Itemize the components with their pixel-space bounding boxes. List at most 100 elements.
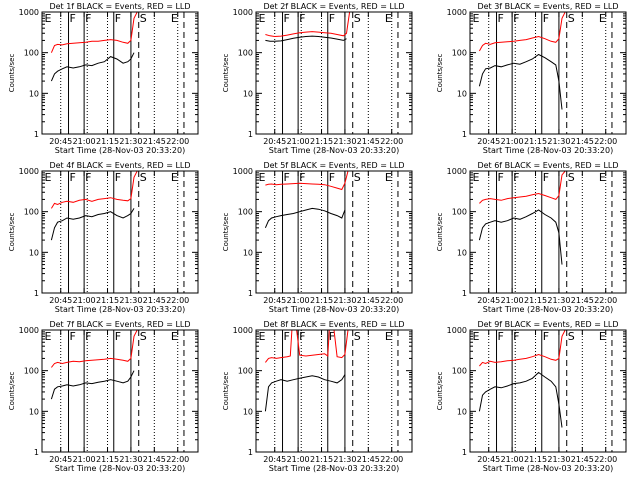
y-tick-label: 1000 — [233, 167, 253, 176]
series-line-events — [478, 53, 563, 110]
y-tick-label: 1 — [34, 289, 39, 298]
x-tick-label: 21:15 — [310, 137, 333, 146]
x-tick-label: 21:00 — [73, 137, 96, 146]
y-axis-label: Counts/sec — [436, 372, 444, 411]
y-axis-label: Counts/sec — [436, 54, 444, 93]
y-tick-label: 10 — [243, 248, 253, 257]
x-tick-label: 21:45 — [143, 137, 166, 146]
event-marker-label: F — [513, 12, 519, 25]
event-marker-label: F — [329, 171, 335, 184]
event-marker-label: F — [498, 171, 504, 184]
series-line-events — [265, 35, 347, 42]
event-marker-label: F — [513, 171, 519, 184]
y-axis-label: Counts/sec — [222, 213, 230, 252]
y-tick-label: 100 — [452, 367, 467, 376]
x-axis-label: Start Time (28-Nov-03 20:33:20) — [55, 146, 185, 155]
y-tick-label: 100 — [238, 208, 253, 217]
panel-title: Det 7f BLACK = Events, RED = LLD — [49, 320, 190, 329]
x-tick-label: 21:45 — [571, 455, 594, 464]
x-tick-label: 22:00 — [594, 455, 617, 464]
panel-title: Det 2f BLACK = Events, RED = LLD — [263, 2, 404, 11]
y-tick-label: 100 — [24, 208, 39, 217]
event-marker-label: E — [259, 171, 266, 184]
series-line-lld — [479, 171, 566, 204]
event-marker-label: E — [385, 330, 392, 343]
x-tick-label: 21:15 — [96, 455, 119, 464]
event-marker-label: E — [473, 12, 480, 25]
x-tick-label: 20:45 — [49, 137, 72, 146]
event-marker-label: E — [599, 330, 606, 343]
series-line-lld — [265, 171, 349, 191]
y-tick-label: 10 — [457, 89, 467, 98]
series-line-lld — [265, 330, 349, 363]
event-marker-label: F — [85, 171, 91, 184]
panel-data — [264, 171, 349, 229]
y-tick-label: 1000 — [447, 167, 467, 176]
y-tick-label: 10 — [29, 407, 39, 416]
panel-frame — [469, 329, 627, 453]
panel-title: Det 5f BLACK = Events, RED = LLD — [263, 161, 404, 170]
x-tick-label: 21:15 — [310, 455, 333, 464]
panel-frame — [469, 11, 627, 135]
panel-data — [265, 12, 351, 42]
y-tick-label: 1 — [34, 448, 39, 457]
x-tick-label: 21:15 — [524, 455, 547, 464]
x-axis-label: Start Time (28-Nov-03 20:33:20) — [269, 146, 399, 155]
panel-title: Det 9f BLACK = Events, RED = LLD — [477, 320, 618, 329]
y-tick-label: 100 — [452, 49, 467, 58]
y-tick-label: 10 — [243, 89, 253, 98]
panel-data — [50, 12, 138, 82]
event-marker-label: E — [259, 12, 266, 25]
x-tick-label: 21:15 — [524, 137, 547, 146]
x-tick-label: 21:45 — [357, 296, 380, 305]
x-tick-label: 21:00 — [501, 455, 524, 464]
x-tick-label: 21:30 — [333, 455, 356, 464]
series-line-events — [478, 209, 563, 265]
event-marker-label: S — [568, 171, 575, 184]
x-tick-label: 20:45 — [477, 137, 500, 146]
panel-frame — [41, 329, 199, 453]
x-tick-label: 20:45 — [263, 137, 286, 146]
event-marker-label: F — [299, 171, 305, 184]
event-marker-label: F — [115, 171, 121, 184]
y-tick-label: 100 — [452, 208, 467, 217]
x-tick-label: 21:00 — [73, 455, 96, 464]
event-marker-label: S — [354, 171, 361, 184]
event-marker-label: F — [115, 12, 121, 25]
x-axis-label: Start Time (28-Nov-03 20:33:20) — [269, 305, 399, 314]
y-tick-label: 100 — [24, 367, 39, 376]
x-tick-label: 21:45 — [143, 455, 166, 464]
x-tick-label: 20:45 — [49, 296, 72, 305]
y-tick-label: 1 — [462, 448, 467, 457]
x-tick-label: 21:15 — [96, 137, 119, 146]
event-marker-label: F — [70, 171, 76, 184]
x-tick-label: 22:00 — [166, 137, 189, 146]
event-marker-label: F — [498, 12, 504, 25]
x-tick-label: 21:00 — [287, 296, 310, 305]
x-tick-label: 20:45 — [477, 296, 500, 305]
x-tick-label: 21:30 — [119, 296, 142, 305]
panel-data — [478, 171, 566, 265]
y-tick-label: 1000 — [447, 326, 467, 335]
event-marker-label: F — [513, 330, 519, 343]
y-axis-label: Counts/sec — [222, 54, 230, 93]
panel-title: Det 4f BLACK = Events, RED = LLD — [49, 161, 190, 170]
x-tick-label: 20:45 — [49, 455, 72, 464]
x-tick-label: 21:30 — [119, 137, 142, 146]
x-axis-label: Start Time (28-Nov-03 20:33:20) — [483, 146, 613, 155]
panel-frame — [469, 170, 627, 294]
event-marker-label: F — [284, 12, 290, 25]
panel-data — [478, 330, 566, 428]
panel-frame — [255, 170, 413, 294]
event-marker-label: F — [85, 330, 91, 343]
x-tick-label: 21:15 — [310, 296, 333, 305]
y-tick-label: 1 — [462, 289, 467, 298]
panel-data — [478, 12, 566, 110]
x-tick-label: 22:00 — [380, 455, 403, 464]
